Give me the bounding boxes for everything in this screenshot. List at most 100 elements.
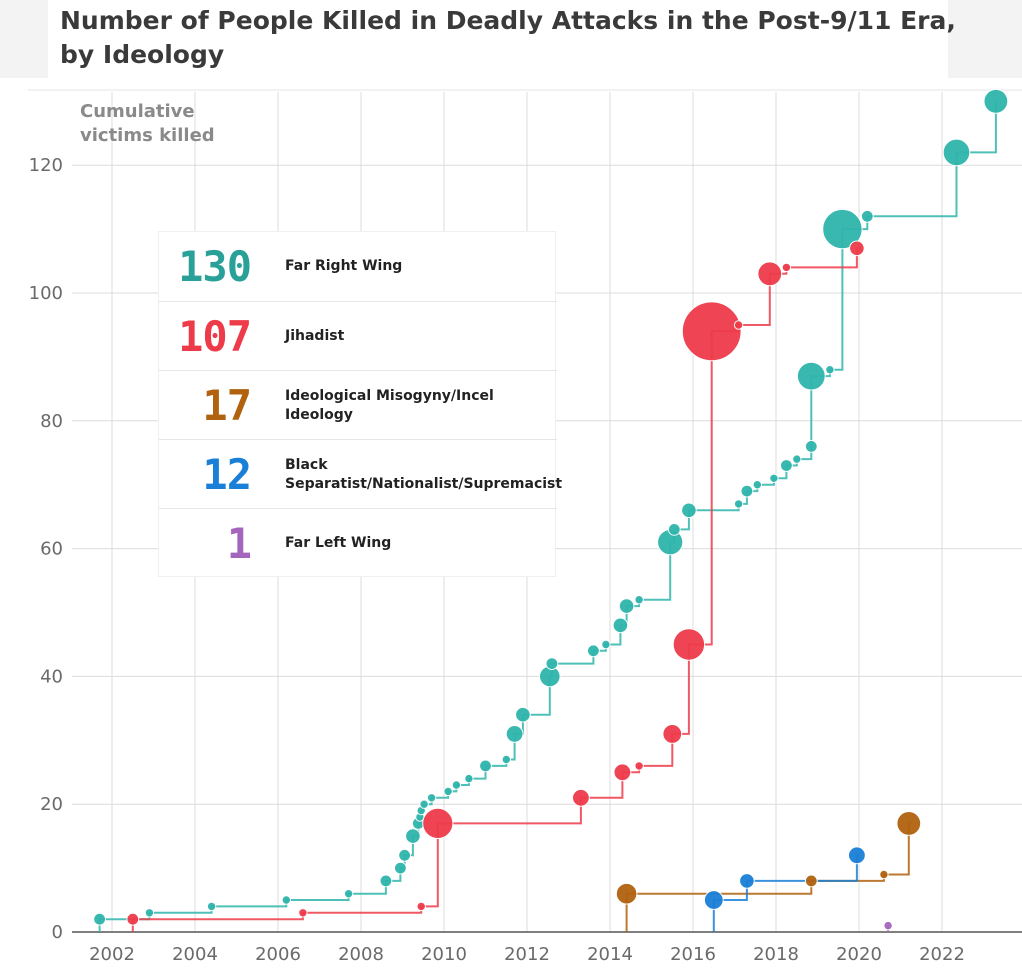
data-point	[849, 240, 865, 257]
legend-label: Far Left Wing	[285, 535, 392, 551]
data-point	[601, 639, 611, 650]
data-point	[825, 365, 835, 375]
data-point	[416, 901, 426, 912]
data-point	[422, 807, 454, 840]
legend-item-far-right-wing: 130 Far Right Wing	[159, 232, 557, 301]
data-point	[796, 361, 826, 391]
data-point	[634, 595, 644, 605]
legend-label: Black Separatist/Nationalist/Supremacist	[285, 456, 563, 492]
data-point	[479, 759, 492, 773]
data-point	[298, 908, 308, 918]
data-point	[681, 301, 742, 362]
data-point	[515, 706, 531, 723]
data-point	[618, 598, 635, 614]
data-point	[752, 480, 762, 490]
data-point	[615, 882, 638, 905]
data-point	[848, 846, 866, 865]
data-point	[733, 320, 744, 330]
data-point	[879, 869, 889, 880]
data-point	[883, 920, 893, 931]
data-point	[896, 811, 922, 836]
series-line-2	[625, 822, 911, 932]
x-tick-label: 2018	[753, 944, 799, 965]
y-tick-label: 40	[40, 666, 63, 687]
chart-title: Number of People Killed in Deadly Attack…	[60, 6, 956, 69]
data-point	[733, 499, 744, 509]
data-point	[769, 473, 779, 483]
title-side-shade-right	[948, 0, 1022, 78]
data-point	[587, 644, 600, 658]
data-point	[860, 209, 874, 223]
x-tick-label: 2014	[587, 944, 633, 965]
data-point	[419, 799, 429, 809]
x-tick-label: 2016	[670, 944, 716, 965]
data-point	[681, 502, 697, 519]
legend-label: Ideological Misogyny/Incel Ideology	[285, 387, 494, 423]
data-point	[144, 908, 155, 918]
data-point	[613, 763, 632, 782]
legend-count: 107	[178, 312, 252, 361]
data-point	[780, 459, 793, 472]
legend-count: 130	[178, 242, 252, 291]
x-tick-label: 2010	[421, 944, 467, 965]
data-point	[451, 780, 462, 790]
data-point	[505, 725, 524, 743]
data-point	[942, 138, 971, 167]
legend-item-jihadist: 107 Jihadist	[159, 301, 557, 370]
x-tick-label: 2008	[338, 944, 384, 965]
data-point	[634, 761, 644, 771]
data-point	[405, 828, 421, 844]
data-point	[501, 754, 511, 765]
y-tick-label: 20	[40, 794, 63, 815]
x-tick-label: 2020	[836, 944, 882, 965]
data-point	[703, 890, 724, 910]
title-box	[48, 0, 948, 78]
data-point	[672, 628, 706, 661]
data-point	[443, 786, 453, 797]
data-point	[740, 484, 754, 498]
legend-item-far-left-wing: 1 Far Left Wing	[159, 508, 557, 577]
title-side-shade-left	[0, 0, 48, 78]
data-point	[426, 793, 437, 803]
data-point	[545, 657, 559, 670]
legend-count: 12	[202, 450, 252, 499]
data-point	[612, 617, 629, 634]
legend: 130 Far Right Wing 107 Jihadist 17 Ideol…	[158, 231, 563, 577]
x-tick-label: 2006	[255, 944, 301, 965]
data-point	[667, 523, 681, 536]
data-point	[464, 773, 474, 784]
data-point	[792, 454, 802, 464]
y-tick-label: 60	[40, 539, 63, 560]
data-point	[757, 261, 783, 287]
data-point	[983, 88, 1009, 114]
data-point	[804, 440, 818, 453]
legend-label: Jihadist	[285, 328, 345, 344]
data-point	[739, 873, 755, 889]
y-tick-label: 120	[29, 155, 63, 176]
data-point	[394, 861, 407, 875]
y-tick-label: 80	[40, 411, 63, 432]
x-tick-label: 2004	[172, 944, 218, 965]
data-point	[93, 912, 106, 926]
data-point	[822, 208, 863, 250]
legend-label: Far Right Wing	[285, 258, 403, 274]
y-axis-label: Cumulative victims killed	[80, 101, 215, 146]
y-tick-label: 100	[29, 283, 63, 304]
data-point	[572, 788, 590, 807]
data-point	[126, 912, 140, 926]
x-tick-label: 2012	[504, 944, 550, 965]
data-point	[781, 262, 792, 273]
data-point	[281, 895, 291, 905]
data-point	[398, 848, 412, 862]
legend-count: 1	[226, 519, 252, 568]
legend-item-incel: 17 Ideological Misogyny/Incel Ideology	[159, 370, 557, 439]
y-tick-label: 0	[52, 922, 63, 943]
data-point	[804, 874, 818, 888]
data-point	[379, 874, 393, 888]
data-point	[343, 889, 354, 899]
x-tick-label: 2002	[89, 944, 135, 965]
legend-count: 17	[202, 381, 252, 430]
data-point	[662, 724, 683, 744]
x-tick-label: 2022	[919, 944, 965, 965]
legend-item-black-separatist: 12 Black Separatist/Nationalist/Supremac…	[159, 439, 563, 508]
